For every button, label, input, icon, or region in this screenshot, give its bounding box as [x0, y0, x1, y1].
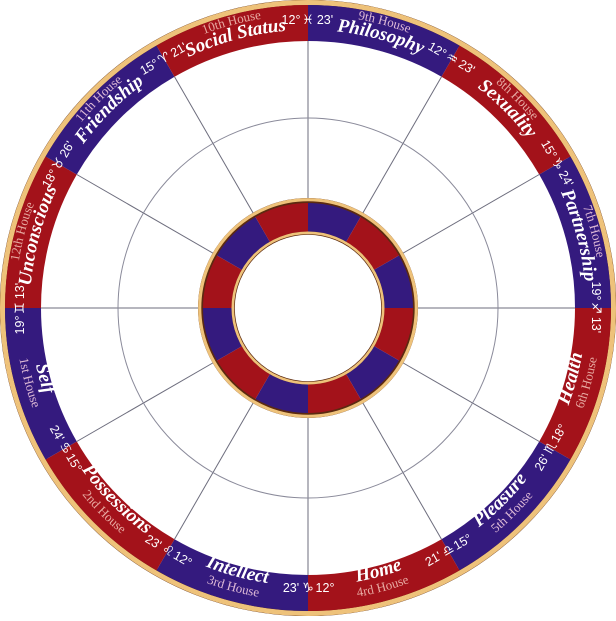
svg-text:19°: 19° — [13, 316, 27, 335]
svg-text:12°: 12° — [316, 581, 335, 595]
svg-text:13': 13' — [589, 317, 603, 333]
svg-text:23': 23' — [317, 13, 333, 27]
svg-text:♑︎: ♑︎ — [302, 580, 314, 595]
svg-text:23': 23' — [283, 581, 299, 595]
svg-text:12°: 12° — [282, 13, 301, 27]
svg-text:♐︎: ♐︎ — [589, 302, 604, 314]
svg-text:19°: 19° — [589, 282, 603, 301]
svg-text:♊︎: ♊︎ — [12, 302, 27, 314]
svg-text:13': 13' — [13, 283, 27, 299]
svg-text:♓︎: ♓︎ — [302, 12, 314, 27]
